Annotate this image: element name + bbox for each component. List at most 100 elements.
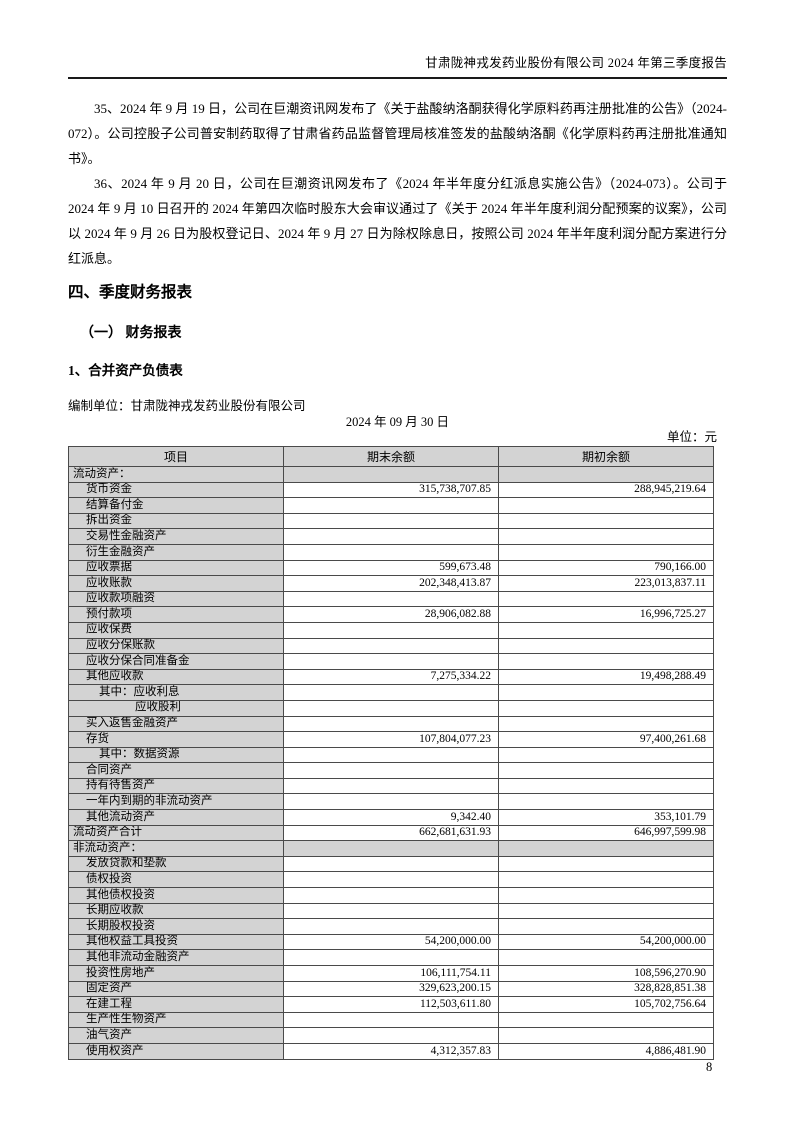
header-row: 项目 期末余额 期初余额: [68, 446, 714, 467]
table-row: 应收股利: [68, 699, 714, 717]
ending-balance-cell: [283, 653, 499, 670]
beginning-balance-cell: [498, 902, 714, 920]
beginning-balance-cell: 54,200,000.00: [498, 933, 714, 951]
table-row: 在建工程 112,503,611.80 105,702,756.64: [68, 996, 714, 1013]
table-row: 合同资产: [68, 762, 714, 779]
table-row: 应收款项融资: [68, 590, 714, 608]
item-cell: 存货: [68, 731, 284, 748]
statement-date: 2024 年 09 月 30 日: [345, 415, 450, 429]
beginning-balance-cell: [498, 762, 714, 779]
paragraph-item-35: 35、2024 年 9 月 19 日，公司在巨潮资讯网发布了《关于盐酸纳洛酮获得…: [68, 101, 727, 166]
ending-balance-cell: 112,503,611.80: [283, 996, 499, 1013]
table-row: 买入返售金融资产: [68, 715, 714, 733]
ending-balance-cell: [283, 590, 499, 608]
page-number: 8: [706, 1060, 713, 1074]
ending-balance-cell: [283, 840, 499, 857]
beginning-balance-cell: [498, 840, 714, 857]
subsection-heading-financial-statements: （一） 财务报表: [80, 326, 182, 341]
beginning-balance-cell: [498, 1027, 714, 1044]
item-cell: 应收账款: [68, 575, 284, 592]
ending-balance-cell: 106,111,754.11: [283, 965, 499, 982]
ending-balance-cell: [283, 1011, 499, 1029]
table-row: 长期股权投资: [68, 918, 714, 935]
item-cell: 应收票据: [68, 559, 284, 577]
table-row: 油气资产: [68, 1027, 714, 1044]
beginning-balance-cell: [498, 855, 714, 873]
beginning-balance-cell: [498, 684, 714, 701]
column-header-item: 项目: [68, 446, 284, 467]
table-row: 其中：数据资源: [68, 746, 714, 764]
item-cell: 长期股权投资: [68, 918, 284, 935]
report-header-title: 甘肃陇神戎发药业股份有限公司 2024 年第三季度报告: [425, 56, 727, 70]
ending-balance-cell: [283, 855, 499, 873]
beginning-balance-cell: [498, 497, 714, 514]
balance-sheet-table: 项目 期末余额 期初余额 流动资产： 货币资金 315,738,707.85 288,…: [68, 446, 714, 1060]
item-cell: 发放贷款和垫款: [68, 855, 284, 873]
beginning-balance-cell: 16,996,725.27: [498, 606, 714, 623]
ending-balance-cell: [283, 699, 499, 717]
table-row: 应收分保账款: [68, 637, 714, 655]
table-row: 交易性金融资产: [68, 528, 714, 545]
table-row: 其他非流动金融资产: [68, 949, 714, 966]
item-cell: 其他非流动金融资产: [68, 949, 284, 966]
ending-balance-cell: [283, 466, 499, 483]
ending-balance-cell: 599,673.48: [283, 559, 499, 577]
item-cell: 其他债权投资: [68, 887, 284, 904]
header-rule: [68, 77, 727, 79]
page-body: 35、2024 年 9 月 19 日，公司在巨潮资讯网发布了《关于盐酸纳洛酮获得…: [68, 96, 727, 1060]
paragraph-item-36: 36、2024 年 9 月 20 日，公司在巨潮资讯网发布了《2024 年半年度…: [68, 176, 727, 266]
table-row: 流动资产：: [68, 466, 714, 483]
ending-balance-cell: [283, 512, 499, 530]
beginning-balance-cell: [498, 746, 714, 764]
ending-balance-cell: [283, 887, 499, 904]
item-cell: 其中：数据资源: [68, 746, 284, 764]
ending-balance-cell: [283, 918, 499, 935]
beginning-balance-cell: [498, 466, 714, 483]
beginning-balance-cell: [498, 637, 714, 655]
item-cell: 债权投资: [68, 871, 284, 889]
table-row: 固定资产 329,623,200.15 328,828,851.38: [68, 980, 714, 998]
item-cell: 结算备付金: [68, 497, 284, 514]
beginning-balance-cell: [498, 590, 714, 608]
prepared-by-line: 编制单位：甘肃陇神戎发药业股份有限公司: [68, 399, 306, 413]
item-cell: 应收股利: [68, 699, 284, 717]
ending-balance-cell: 662,681,631.93: [283, 824, 499, 842]
ending-balance-cell: [283, 684, 499, 701]
item-cell: 应收分保账款: [68, 637, 284, 655]
balance-sheet-header: 项目 期末余额 期初余额: [68, 446, 714, 467]
beginning-balance-cell: 328,828,851.38: [498, 980, 714, 998]
column-header-beginning-balance: 期初余额: [498, 446, 714, 467]
beginning-balance-cell: 790,166.00: [498, 559, 714, 577]
item-cell: 应收款项融资: [68, 590, 284, 608]
beginning-balance-cell: [498, 528, 714, 545]
beginning-balance-cell: 19,498,288.49: [498, 668, 714, 686]
item-cell: 在建工程: [68, 996, 284, 1013]
beginning-balance-cell: [498, 715, 714, 733]
table-row: 应收票据 599,673.48 790,166.00: [68, 559, 714, 577]
beginning-balance-cell: [498, 621, 714, 639]
ending-balance-cell: 28,906,082.88: [283, 606, 499, 623]
beginning-balance-cell: [498, 918, 714, 935]
item-cell: 应收分保合同准备金: [68, 653, 284, 670]
table-row: 发放贷款和垫款: [68, 855, 714, 873]
ending-balance-cell: [283, 1027, 499, 1044]
ending-balance-cell: 9,342.40: [283, 809, 499, 826]
ending-balance-cell: [283, 762, 499, 779]
ending-balance-cell: [283, 715, 499, 733]
table-row: 投资性房地产 106,111,754.11 108,596,270.90: [68, 965, 714, 982]
table-row: 其他权益工具投资 54,200,000.00 54,200,000.00: [68, 933, 714, 951]
table-row: 结算备付金: [68, 497, 714, 514]
ending-balance-cell: [283, 793, 499, 811]
item-cell: 买入返售金融资产: [68, 715, 284, 733]
item-cell: 流动资产合计: [68, 824, 284, 842]
ending-balance-cell: 315,738,707.85: [283, 481, 499, 499]
item-cell: 流动资产：: [68, 466, 284, 483]
balance-sheet-body: 流动资产： 货币资金 315,738,707.85 288,945,219.64 结算备…: [68, 466, 714, 1060]
beginning-balance-cell: [498, 699, 714, 717]
ending-balance-cell: [283, 746, 499, 764]
page-header: 甘肃陇神戎发药业股份有限公司 2024 年第三季度报告: [68, 55, 727, 79]
ending-balance-cell: 202,348,413.87: [283, 575, 499, 592]
ending-balance-cell: [283, 902, 499, 920]
beginning-balance-cell: 108,596,270.90: [498, 965, 714, 982]
ending-balance-cell: [283, 949, 499, 966]
